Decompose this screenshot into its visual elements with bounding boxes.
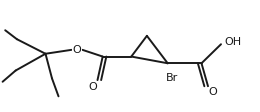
Text: OH: OH <box>224 37 241 47</box>
Text: Br: Br <box>165 73 178 83</box>
Text: O: O <box>209 87 218 97</box>
Text: O: O <box>72 45 81 55</box>
Text: O: O <box>88 82 97 92</box>
